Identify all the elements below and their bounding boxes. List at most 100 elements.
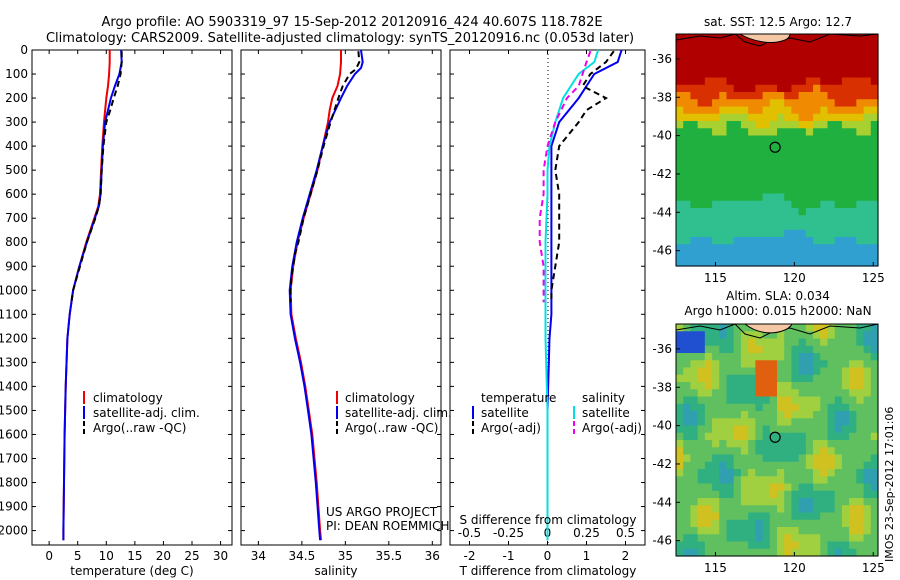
- heatmap-cell: [676, 84, 684, 93]
- heatmap-cell: [712, 193, 720, 202]
- heatmap-cell: [769, 92, 778, 100]
- heatmap-cell: [805, 425, 814, 434]
- heatmap-cell: [740, 193, 749, 202]
- heatmap-cell: [733, 41, 742, 50]
- heatmap-cell: [769, 258, 778, 267]
- heatmap-cell: [805, 454, 814, 463]
- heatmap-cell: [856, 432, 865, 441]
- heatmap-cell: [676, 338, 684, 347]
- heatmap-cell: [683, 229, 692, 238]
- heatmap-cell: [827, 345, 836, 354]
- header-line-2: Climatology: CARS2009. Satellite-adjuste…: [46, 31, 634, 46]
- heatmap-cell: [791, 469, 800, 477]
- heatmap-cell: [856, 237, 865, 245]
- heatmap-cell: [856, 483, 865, 492]
- heatmap-cell: [856, 403, 865, 412]
- heatmap-cell: [755, 476, 764, 485]
- heatmap-cell: [712, 251, 720, 260]
- heatmap-cell: [820, 229, 829, 238]
- heatmap-cell: [769, 498, 778, 506]
- heatmap-cell: [813, 454, 821, 463]
- heatmap-cell: [719, 324, 728, 332]
- heatmap-cell: [712, 215, 720, 224]
- heatmap-cell: [827, 106, 836, 115]
- heatmap-cell: [769, 77, 778, 86]
- heatmap-cell: [777, 229, 785, 238]
- legend-satellite-adj: satellite-adj. clim.: [345, 406, 452, 420]
- heatmap-cell: [849, 99, 857, 108]
- heatmap-cell: [762, 345, 771, 354]
- heatmap-cell: [740, 512, 749, 521]
- heatmap-cell: [798, 534, 807, 543]
- heatmap-cell: [849, 360, 857, 369]
- heatmap-cell: [820, 527, 829, 535]
- heatmap-cell: [870, 34, 879, 42]
- heatmap-cell: [827, 338, 836, 347]
- heatmap-cell: [697, 258, 706, 267]
- heatmap-cell: [704, 92, 713, 100]
- heatmap-cell: [813, 374, 821, 383]
- heatmap-cell: [841, 77, 850, 86]
- map-y-tick-label: -40: [652, 419, 672, 433]
- heatmap-cell: [755, 512, 764, 521]
- heatmap-cell: [813, 447, 821, 456]
- heatmap-cell: [813, 135, 821, 144]
- sst-heatmap: [676, 34, 879, 267]
- heatmap-cell: [856, 164, 865, 173]
- heatmap-cell: [733, 483, 742, 492]
- heatmap-cell: [863, 251, 872, 260]
- heatmap-cell: [841, 527, 850, 535]
- heatmap-cell: [726, 128, 735, 137]
- heatmap-cell: [748, 113, 756, 122]
- heatmap-cell: [690, 215, 699, 224]
- heatmap-cell: [805, 179, 814, 187]
- heatmap-cell: [813, 324, 821, 332]
- heatmap-cell: [697, 63, 706, 71]
- heatmap-cell: [755, 92, 764, 100]
- heatmap-cell: [784, 483, 793, 492]
- heatmap-cell: [697, 113, 706, 122]
- heatmap-cell: [733, 186, 742, 195]
- heatmap-cell: [762, 244, 771, 253]
- heatmap-cell: [697, 374, 706, 383]
- heatmap-cell: [791, 208, 800, 216]
- heatmap-cell: [769, 237, 778, 245]
- heatmap-cell: [762, 113, 771, 122]
- heatmap-cell: [769, 215, 778, 224]
- heatmap-cell: [813, 99, 821, 108]
- heatmap-cell: [870, 512, 879, 521]
- heatmap-cell: [791, 324, 800, 332]
- heatmap-cell: [777, 135, 785, 144]
- heatmap-cell: [791, 251, 800, 260]
- heatmap-cell: [755, 121, 764, 129]
- heatmap-cell: [813, 382, 821, 390]
- heatmap-cell: [820, 447, 829, 456]
- heatmap-cell: [827, 440, 836, 448]
- heatmap-cell: [870, 113, 879, 122]
- heatmap-cell: [683, 92, 692, 100]
- heatmap-cell: [834, 229, 843, 238]
- heatmap-cell: [690, 411, 699, 419]
- heatmap-cell: [777, 244, 785, 253]
- heatmap-cell: [676, 251, 684, 260]
- heatmap-cell: [813, 215, 821, 224]
- heatmap-cell: [726, 389, 735, 398]
- heatmap-cell: [726, 215, 735, 224]
- heatmap-cell: [769, 150, 778, 158]
- heatmap-cell: [820, 360, 829, 369]
- heatmap-cell: [690, 41, 699, 50]
- heatmap-cell: [704, 331, 713, 340]
- heatmap-cell: [827, 367, 836, 376]
- heatmap-cell: [733, 121, 742, 129]
- heatmap-cell: [712, 121, 720, 129]
- heatmap-cell: [841, 519, 850, 528]
- heatmap-cell: [820, 41, 829, 50]
- heatmap-cell: [813, 396, 821, 405]
- heatmap-cell: [762, 519, 771, 528]
- heatmap-cell: [870, 483, 879, 492]
- heatmap-cell: [820, 77, 829, 86]
- heatmap-cell: [733, 411, 742, 419]
- heatmap-cell: [755, 215, 764, 224]
- heatmap-cell: [697, 432, 706, 441]
- heatmap-cell: [697, 396, 706, 405]
